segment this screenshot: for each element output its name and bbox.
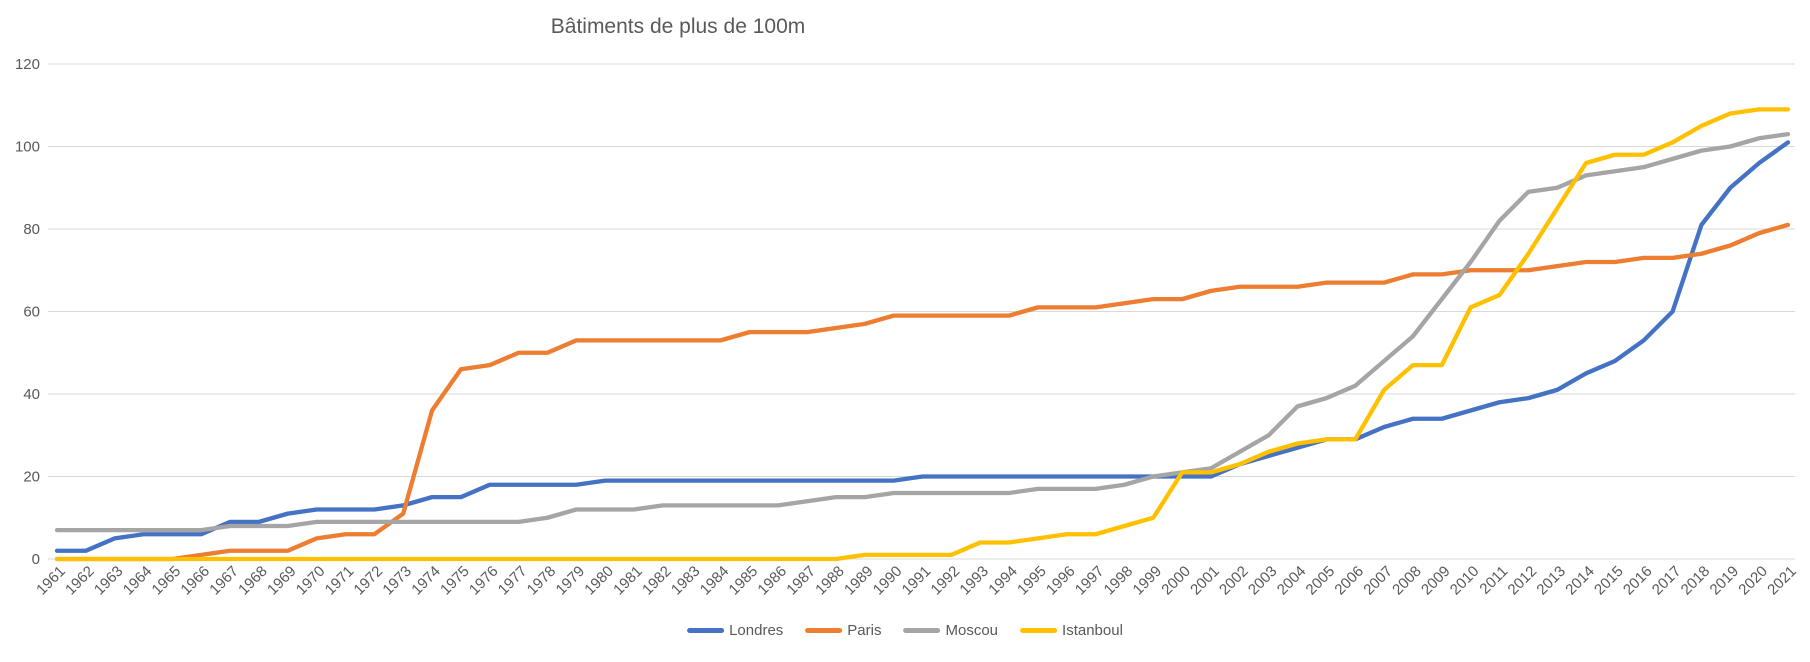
x-axis-tick-label: 2008 xyxy=(1389,563,1425,599)
x-axis-tick-label: 2020 xyxy=(1735,563,1771,599)
x-axis-tick-label: 1961 xyxy=(33,563,69,599)
legend: Londres Paris Moscou Istanboul xyxy=(687,622,1123,639)
x-axis-tick-label: 1968 xyxy=(235,563,271,599)
legend-label: Paris xyxy=(847,622,882,639)
x-axis-tick-label: 1979 xyxy=(553,563,589,599)
x-axis-tick-label: 2014 xyxy=(1562,563,1598,599)
series-line-istanboul xyxy=(54,107,1791,562)
legend-swatch-icon xyxy=(903,628,941,633)
legend-item-paris: Paris xyxy=(805,622,881,639)
x-axis-tick-label: 2016 xyxy=(1620,563,1656,599)
y-axis-tick-label: 80 xyxy=(23,221,40,238)
y-axis-tick-label: 40 xyxy=(23,386,40,403)
x-axis-tick-label: 1996 xyxy=(1043,563,1079,599)
x-axis-tick-label: 1984 xyxy=(697,563,733,599)
x-axis-tick-label: 2001 xyxy=(1187,563,1223,599)
y-axis-tick-label: 0 xyxy=(32,551,40,568)
legend-label: Londres xyxy=(729,622,784,639)
x-axis-tick-label: 1975 xyxy=(437,563,473,599)
y-axis-tick-label: 100 xyxy=(15,139,40,156)
x-axis-tick-label: 1988 xyxy=(812,563,848,599)
x-axis-tick-label: 1997 xyxy=(1072,563,1108,599)
x-axis-tick-label: 1978 xyxy=(524,563,560,599)
x-axis-tick-label: 1998 xyxy=(1101,563,1137,599)
x-axis-tick-label: 2004 xyxy=(1274,563,1310,599)
x-axis-tick-label: 1985 xyxy=(726,563,762,599)
x-axis-tick-label: 1990 xyxy=(870,563,906,599)
series-line-moscou xyxy=(54,131,1791,533)
x-axis-tick-label: 2013 xyxy=(1533,563,1569,599)
legend-item-londres: Londres xyxy=(687,622,783,639)
x-axis-tick-label: 1989 xyxy=(841,563,877,599)
x-axis-tick-label: 1972 xyxy=(351,563,387,599)
x-axis-tick-label: 1992 xyxy=(928,563,964,599)
series-line-paris xyxy=(54,222,1791,562)
legend-item-istanboul: Istanboul xyxy=(1020,622,1123,639)
x-axis-tick-label: 1964 xyxy=(120,563,156,599)
x-axis-tick-label: 2007 xyxy=(1360,563,1396,599)
legend-swatch-icon xyxy=(805,628,843,633)
legend-swatch-icon xyxy=(1020,628,1058,633)
x-axis-tick-label: 1971 xyxy=(322,563,358,599)
x-axis-tick-label: 1995 xyxy=(1014,563,1050,599)
x-axis-tick-label: 2006 xyxy=(1331,563,1367,599)
x-axis-tick-label: 1987 xyxy=(783,563,819,599)
x-axis-tick-label: 2005 xyxy=(1303,563,1339,599)
x-axis-tick-label: 1994 xyxy=(985,563,1021,599)
x-axis-tick-label: 2012 xyxy=(1505,563,1541,599)
x-axis-tick-label: 2018 xyxy=(1678,563,1714,599)
x-axis-tick-label: 1962 xyxy=(62,563,98,599)
x-axis-tick-label: 1977 xyxy=(495,563,531,599)
x-axis-tick-label: 1966 xyxy=(177,563,213,599)
x-axis-tick-label: 2021 xyxy=(1764,563,1800,599)
x-axis-tick-label: 2000 xyxy=(1158,563,1194,599)
x-axis-tick-label: 1976 xyxy=(466,563,502,599)
chart-title: Bâtiments de plus de 100m xyxy=(550,15,806,38)
x-axis-tick-label: 2017 xyxy=(1649,563,1685,599)
x-axis-tick-label: 1982 xyxy=(639,563,675,599)
x-axis-tick-label: 1970 xyxy=(293,563,329,599)
legend-label: Istanboul xyxy=(1062,622,1123,639)
y-axis-tick-label: 60 xyxy=(23,304,40,321)
x-axis-tick-label: 2002 xyxy=(1216,563,1252,599)
x-axis-tick-label: 1969 xyxy=(264,563,300,599)
x-axis-tick-label: 1973 xyxy=(379,563,415,599)
x-axis-tick-label: 1993 xyxy=(956,563,992,599)
x-axis-tick-label: 1967 xyxy=(206,563,242,599)
legend-label: Moscou xyxy=(945,622,999,639)
series-line-londres xyxy=(54,140,1791,553)
x-axis-tick-label: 2010 xyxy=(1447,563,1483,599)
legend-item-moscou: Moscou xyxy=(903,622,998,639)
x-axis-tick-label: 1980 xyxy=(581,563,617,599)
x-axis-tick-label: 1965 xyxy=(149,563,185,599)
x-axis-tick-label: 2011 xyxy=(1476,563,1511,598)
x-axis-tick-label: 1974 xyxy=(408,563,444,599)
x-axis-tick-label: 1963 xyxy=(91,563,127,599)
x-axis-tick-label: 1999 xyxy=(1130,563,1166,599)
x-axis-tick-label: 2009 xyxy=(1418,563,1454,599)
x-axis-tick-label: 2015 xyxy=(1591,563,1627,599)
x-axis-tick-label: 1986 xyxy=(754,563,790,599)
x-axis-tick-label: 1983 xyxy=(668,563,704,599)
x-axis-tick-label: 1981 xyxy=(610,563,646,599)
x-axis-tick-label: 2019 xyxy=(1707,563,1743,599)
legend-swatch-icon xyxy=(687,628,725,633)
y-axis-tick-label: 120 xyxy=(15,56,40,73)
x-axis-tick-label: 1991 xyxy=(899,563,935,599)
x-axis-tick-label: 2003 xyxy=(1245,563,1281,599)
y-axis-tick-label: 20 xyxy=(23,469,40,486)
